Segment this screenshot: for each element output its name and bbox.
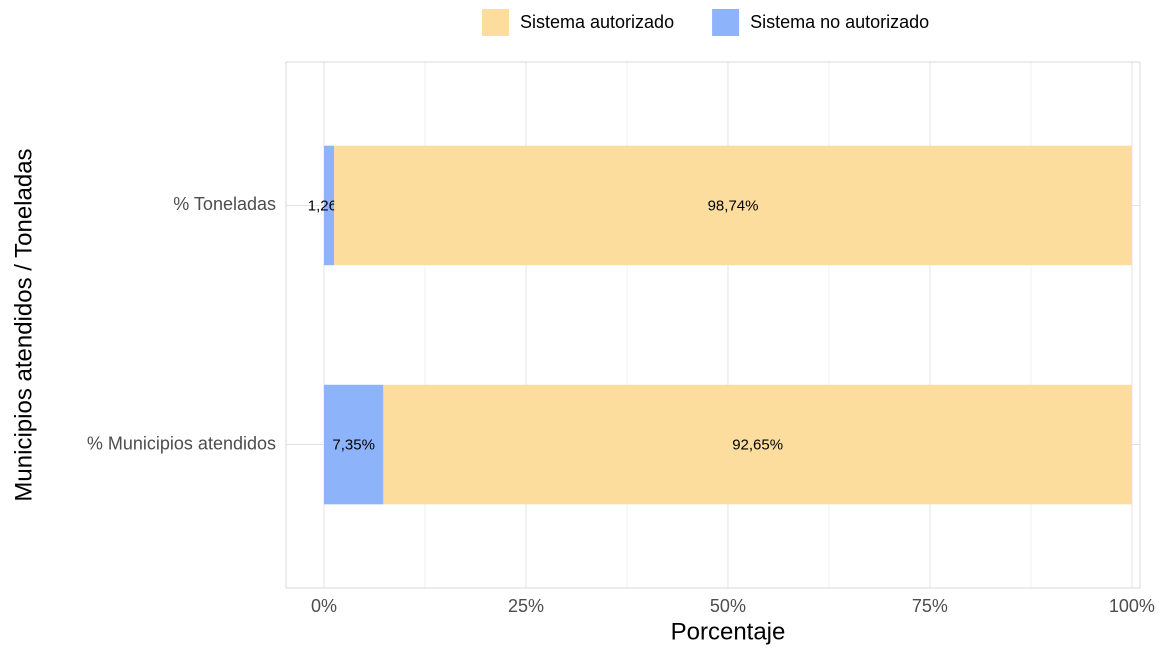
x-tick-label: 0% xyxy=(311,596,337,616)
y-tick-label: % Municipios atendidos xyxy=(87,433,276,453)
x-tick-label: 100% xyxy=(1109,596,1155,616)
x-tick-label: 50% xyxy=(710,596,746,616)
y-axis-title: Municipios atendidos / Toneladas xyxy=(10,148,37,501)
legend-swatch xyxy=(712,9,740,36)
data-label: 98,74% xyxy=(708,197,759,214)
bar xyxy=(323,384,384,505)
x-axis-title: Porcentaje xyxy=(671,618,786,645)
legend-label: Sistema no autorizado xyxy=(750,12,929,32)
panel-border xyxy=(285,61,1141,589)
data-label: 7,35% xyxy=(332,437,375,454)
y-tick-label: % Toneladas xyxy=(173,194,276,214)
legend-label: Sistema autorizado xyxy=(520,12,674,32)
bar xyxy=(334,145,1132,266)
bar xyxy=(383,384,1132,505)
x-tick-label: 75% xyxy=(912,596,948,616)
legend-swatch xyxy=(482,9,509,36)
data-label: 92,65% xyxy=(732,437,783,454)
x-tick-label: 25% xyxy=(508,596,544,616)
bar xyxy=(323,145,335,266)
